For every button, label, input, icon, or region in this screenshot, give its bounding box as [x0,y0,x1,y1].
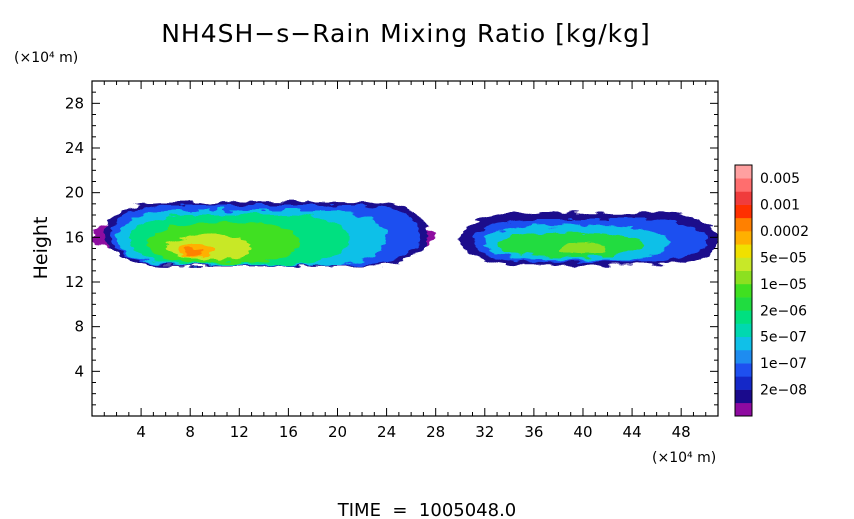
colorbar-swatch [735,178,752,192]
colorbar: 2e−08 1e−07 5e−07 2e−06 1e−05 5e−05 0.0002 0.00… [734,164,809,417]
chart-title: NH4SH−s−Rain Mixing Ratio [kg/kg] [161,19,651,48]
colorbar-swatch [735,336,752,351]
y-tick-label: 28 [65,94,84,112]
y-unit-label: (×10⁴ m) [14,50,78,66]
colorbar-label: 0.0002 [760,224,809,240]
colorbar-label: 5e−07 [760,330,807,346]
colorbar-swatch [735,283,752,298]
x-tick-label: 40 [573,423,592,441]
colorbar-swatch [735,270,752,285]
colorbar-label: 2e−08 [760,383,807,399]
y-tick-label: 24 [65,139,84,157]
y-tick-label: 20 [65,184,84,202]
x-tick-label: 28 [426,423,445,441]
colorbar-swatch [735,389,752,404]
colorbar-swatch [735,310,752,324]
x-tick-label: 16 [279,423,298,441]
colorbar-label: 1e−05 [760,277,807,293]
field-region [558,242,608,255]
colorbar-swatch [735,244,752,258]
y-axis-label: Height [30,217,52,280]
colorbar-label: 0.001 [760,198,800,214]
x-tick-label: 24 [377,423,396,441]
y-tick-label: 12 [65,273,84,291]
colorbar-label: 0.005 [760,171,800,187]
y-tick-label: 16 [65,228,84,246]
x-tick-label: 36 [524,423,543,441]
colorbar-swatch [735,323,752,338]
colorbar-swatch [735,402,752,417]
x-tick-label: 12 [230,423,249,441]
y-tick-label: 4 [74,362,84,380]
field-region [184,248,203,256]
colorbar-swatch [735,349,752,364]
colorbar-swatch [735,376,752,390]
colorbar-swatch [735,297,752,311]
colorbar-swatch [735,165,752,179]
footer-time: TIME = 1005048.0 [337,500,517,519]
x-tick-label: 48 [672,423,691,441]
colorbar-swatch [735,204,752,219]
colorbar-swatch [735,191,752,205]
x-tick-label: 20 [328,423,347,441]
x-tick-label: 44 [623,423,642,441]
colorbar-frame [734,164,753,417]
colorbar-swatch [735,257,752,271]
x-tick-label: 8 [185,423,195,441]
y-tick-label: 8 [74,318,84,336]
colorbar-swatch [735,217,752,232]
x-tick-label: 4 [136,423,146,441]
colorbar-label: 5e−05 [760,250,807,266]
mixing-ratio-field [92,201,718,267]
colorbar-swatch [735,363,752,377]
x-tick-label: 32 [475,423,494,441]
colorbar-label: 2e−06 [760,303,807,319]
x-unit-label: (×10⁴ m) [652,450,716,466]
colorbar-label: 1e−07 [760,356,807,372]
colorbar-swatch [735,231,752,245]
